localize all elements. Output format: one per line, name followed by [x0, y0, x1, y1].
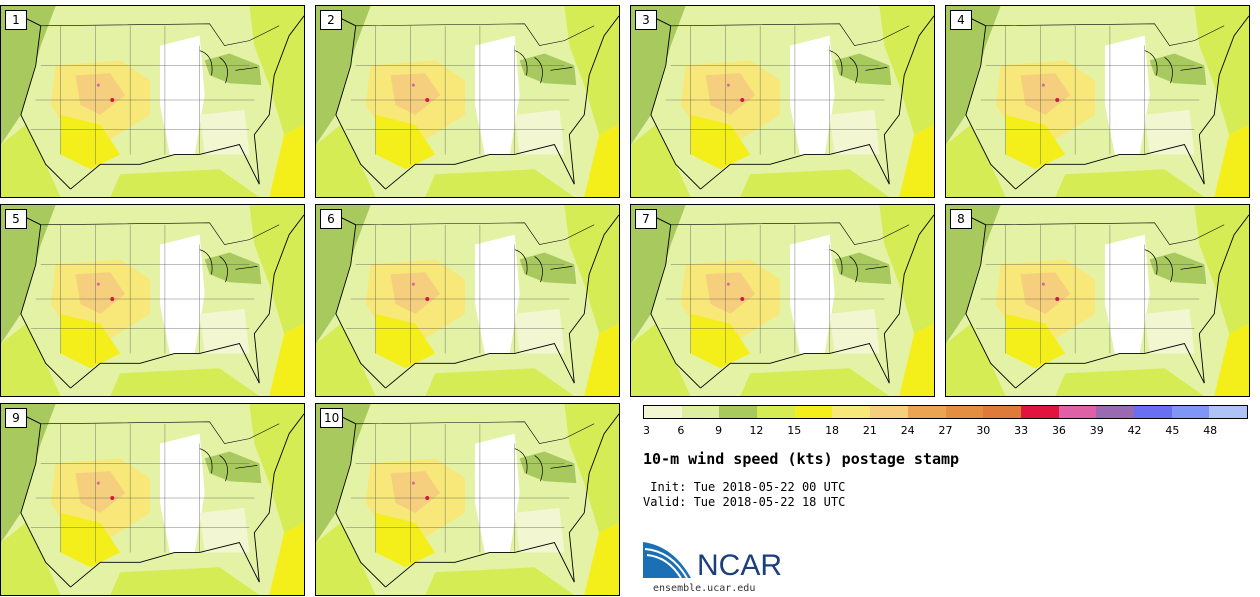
wind-speed-map — [631, 6, 934, 197]
colorbar-tick-label: 30 — [976, 424, 991, 437]
colorbar-tick-label: 6 — [677, 424, 685, 437]
wind-speed-map — [1, 6, 304, 197]
panel-label: 1 — [5, 10, 27, 30]
panel-label: 3 — [635, 10, 657, 30]
ncar-logo-icon — [643, 542, 691, 579]
panel-label: 9 — [5, 408, 27, 428]
website-link[interactable]: ensemble.ucar.edu — [653, 583, 756, 594]
wind-speed-map — [1, 205, 304, 396]
wind-speed-map — [316, 205, 619, 396]
colorbar-swatch — [832, 406, 871, 418]
colorbar-ticks: 3 6 9 12 15 18 21 24 27 30 33 36 39 42 45 48 — [643, 424, 1248, 440]
colorbar-tick-label: 45 — [1165, 424, 1180, 437]
colorbar-swatch — [983, 406, 1021, 418]
colorbar-swatch — [644, 406, 682, 418]
map-panel-2: 2 — [315, 5, 620, 198]
colorbar-swatch — [945, 406, 984, 418]
colorbar-swatch — [1096, 406, 1134, 418]
colorbar — [643, 405, 1248, 419]
wind-speed-map — [316, 6, 619, 197]
colorbar-tick-label: 9 — [715, 424, 723, 437]
colorbar-swatch — [681, 406, 720, 418]
wind-speed-map — [946, 6, 1249, 197]
colorbar-tick-label: 27 — [938, 424, 953, 437]
panel-label: 10 — [320, 408, 344, 428]
valid-time: Valid: Tue 2018-05-22 18 UTC — [643, 495, 846, 509]
colorbar-swatch — [1209, 406, 1247, 418]
panel-label: 8 — [950, 209, 972, 229]
colorbar-tick-label: 15 — [787, 424, 802, 437]
colorbar-tick-label: 21 — [862, 424, 877, 437]
colorbar-tick-label: 12 — [749, 424, 764, 437]
map-panel-1: 1 — [0, 5, 305, 198]
colorbar-tick-label: 3 — [643, 424, 650, 437]
wind-speed-map — [316, 404, 619, 595]
colorbar-tick-label: 39 — [1089, 424, 1104, 437]
logo-text: NCAR — [697, 549, 783, 582]
map-panel-8: 8 — [945, 204, 1250, 397]
map-panel-4: 4 — [945, 5, 1250, 198]
panel-label: 5 — [5, 209, 27, 229]
colorbar-swatch — [1171, 406, 1210, 418]
panel-label: 2 — [320, 10, 342, 30]
colorbar-swatch — [1133, 406, 1172, 418]
panel-label: 4 — [950, 10, 972, 30]
map-panel-5: 5 — [0, 204, 305, 397]
colorbar-tick-label: 18 — [825, 424, 840, 437]
colorbar-swatch — [870, 406, 908, 418]
colorbar-tick-label: 36 — [1051, 424, 1066, 437]
map-panel-7: 7 — [630, 204, 935, 397]
colorbar-swatch — [1020, 406, 1059, 418]
init-time: Init: Tue 2018-05-22 00 UTC — [643, 480, 846, 494]
map-panel-3: 3 — [630, 5, 935, 198]
panel-label: 7 — [635, 209, 657, 229]
colorbar-tick-label: 42 — [1127, 424, 1142, 437]
panel-label: 6 — [320, 209, 342, 229]
map-panel-6: 6 — [315, 204, 620, 397]
wind-speed-map — [946, 205, 1249, 396]
colorbar-tick-label: 24 — [900, 424, 915, 437]
chart-title: 10-m wind speed (kts) postage stamp — [643, 450, 960, 468]
colorbar-swatch — [794, 406, 833, 418]
wind-speed-map — [631, 205, 934, 396]
wind-speed-map — [1, 404, 304, 595]
colorbar-swatch — [757, 406, 795, 418]
colorbar-tick-label: 48 — [1203, 424, 1218, 437]
map-panel-10: 10 — [315, 403, 620, 596]
colorbar-swatch — [719, 406, 758, 418]
colorbar-tick-label: 33 — [1014, 424, 1029, 437]
colorbar-swatch — [1058, 406, 1097, 418]
colorbar-swatch — [907, 406, 946, 418]
map-panel-9: 9 — [0, 403, 305, 596]
